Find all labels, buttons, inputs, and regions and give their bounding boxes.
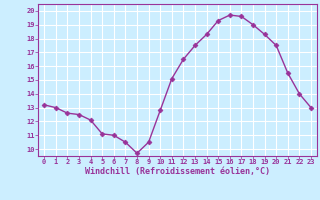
X-axis label: Windchill (Refroidissement éolien,°C): Windchill (Refroidissement éolien,°C) xyxy=(85,167,270,176)
